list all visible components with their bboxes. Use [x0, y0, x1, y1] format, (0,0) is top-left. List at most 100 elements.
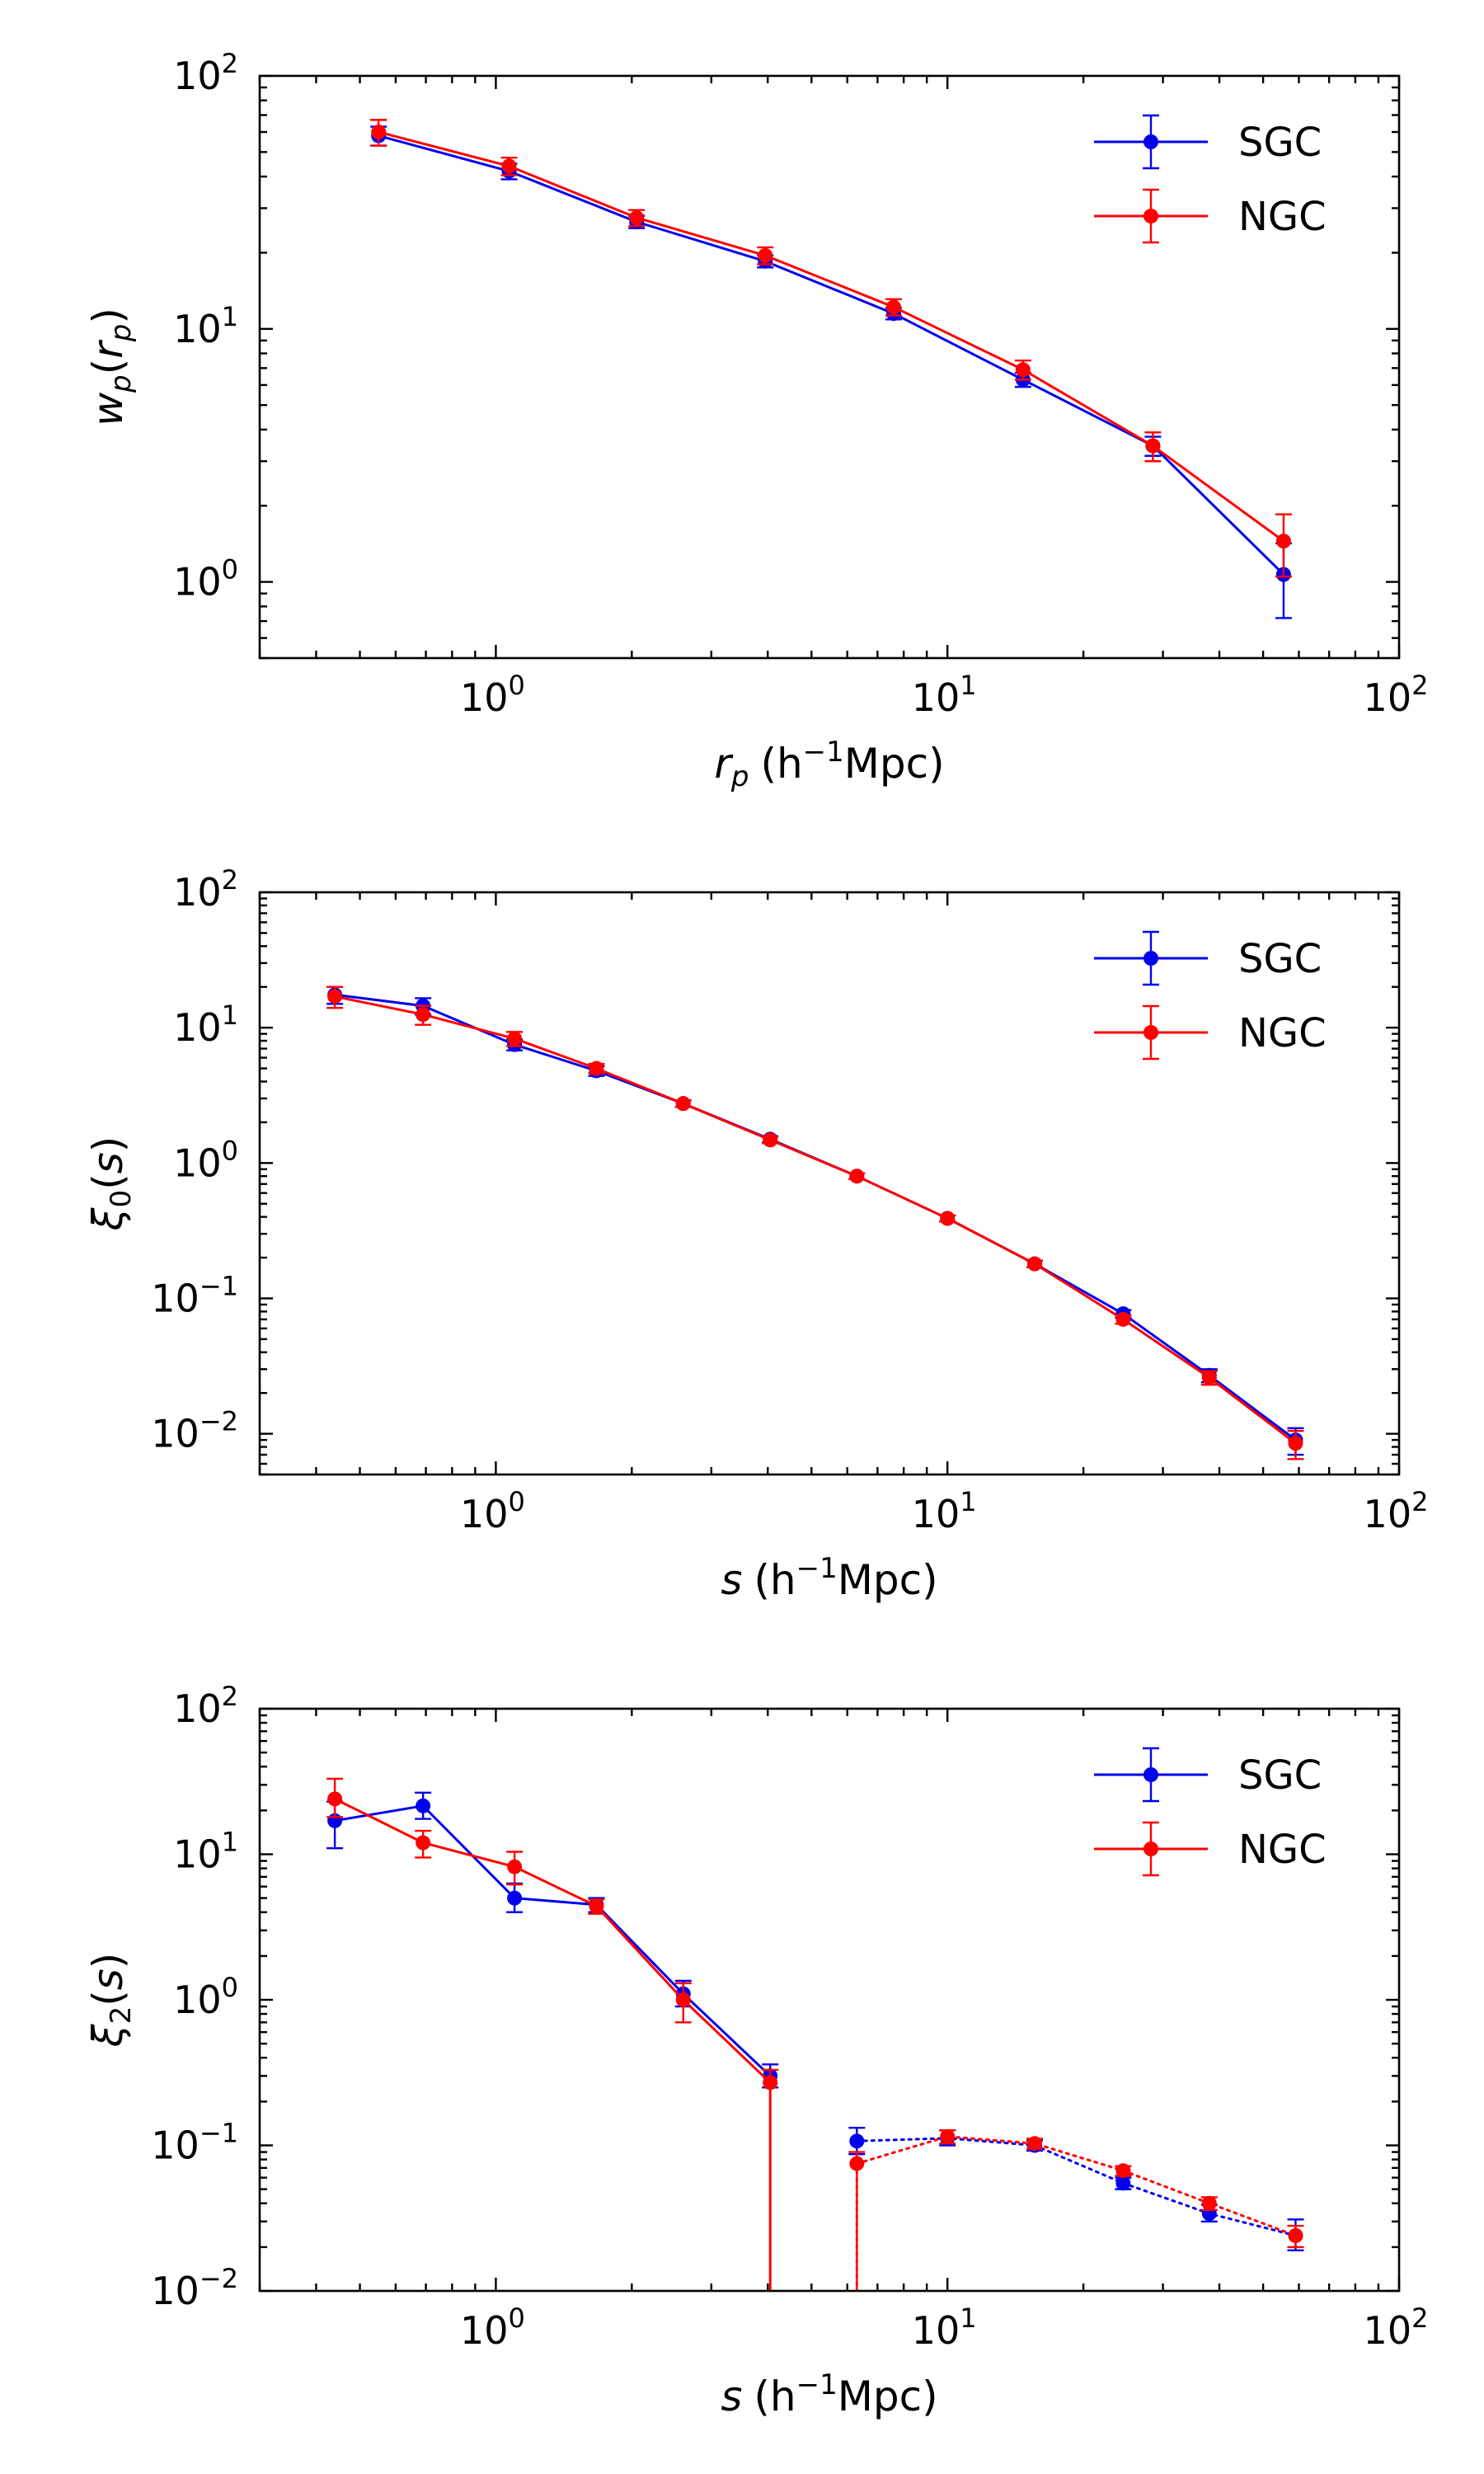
- legend-sgc-label: SGC: [1238, 1752, 1322, 1799]
- wp-x-tick-label: 100: [460, 670, 525, 720]
- xi2-sgc-point: [416, 1798, 431, 1813]
- wp-ngc-point: [885, 299, 901, 315]
- xi2-sgc-line: [334, 1804, 772, 2077]
- xi2-ngc-point: [416, 1835, 431, 1851]
- wp-ticks: [258, 74, 1401, 660]
- xi0-ngc-point: [416, 1007, 431, 1023]
- xi2-sgc-point: [1115, 2175, 1131, 2191]
- wp-y-tick-label: 101: [173, 301, 238, 351]
- xi2-y-tick-label: 10−2: [151, 2263, 238, 2313]
- xi0-y-tick-label: 10−2: [151, 1406, 238, 1456]
- xi0-ngc-point: [940, 1211, 956, 1226]
- xi2-axes-frame: [258, 1707, 1401, 2293]
- xi0-ngc-point: [589, 1061, 604, 1076]
- xi2-tick-labels: 100 101 102 10−2 10−1 100 101 102: [151, 1681, 1428, 2353]
- legend-ngc-marker: [1144, 1025, 1158, 1040]
- legend-sgc-marker: [1144, 1767, 1158, 1782]
- xi2-sgc-point: [849, 2133, 865, 2149]
- wp-legend: SGC NGC: [1094, 114, 1327, 244]
- xi2-x-tick-label: 102: [1364, 2302, 1429, 2353]
- xi0-y-tick-label: 101: [173, 999, 238, 1050]
- legend-sgc-label: SGC: [1238, 936, 1322, 982]
- wp-y-axis-label: wp(rp): [84, 308, 138, 426]
- xi2-y-tick-label: 102: [173, 1681, 238, 1731]
- xi2-plot-area: [326, 1777, 1304, 2291]
- xi0-ngc-point: [507, 1031, 523, 1047]
- xi0-ngc-point: [1027, 1256, 1043, 1272]
- wp-ngc-point: [758, 247, 773, 263]
- wp-y-tick-label: 102: [173, 48, 238, 98]
- xi2-ngc-point: [589, 1898, 604, 1914]
- xi2-ngc-point: [507, 1859, 523, 1874]
- wp-ngc-point: [1145, 438, 1161, 454]
- xi0-y-axis-label: ξ0(s): [84, 1136, 138, 1232]
- panel-wp: 100 101 102 100 101 102 SGC NGC wp(rp) rp (h−1M…: [84, 48, 1428, 793]
- xi0-ngc-point: [763, 1132, 778, 1148]
- wp-plot-area: [370, 119, 1292, 619]
- legend-ngc-marker: [1144, 1841, 1158, 1856]
- xi2-y-axis-label: ξ2(s): [84, 1953, 138, 2048]
- xi2-y-tick-label: 10−1: [151, 2118, 238, 2168]
- xi0-x-tick-label: 100: [460, 1486, 525, 1536]
- legend-ngc-label: NGC: [1238, 1010, 1327, 1056]
- xi0-ngc-point: [675, 1096, 691, 1112]
- wp-ngc-point: [1015, 362, 1031, 378]
- wp-ngc-point: [629, 210, 645, 226]
- xi0-x-tick-label: 102: [1364, 1486, 1429, 1536]
- xi0-y-tick-label: 100: [173, 1135, 238, 1185]
- xi2-y-tick-label: 101: [173, 1827, 238, 1877]
- xi0-ngc-point: [1288, 1436, 1303, 1451]
- xi0-axes-frame: [258, 891, 1401, 1476]
- xi0-tick-labels: 100 101 102 10−2 10−1 100 101 102: [151, 864, 1428, 1536]
- xi2-ngc-point: [1115, 2163, 1131, 2179]
- legend-sgc-label: SGC: [1238, 120, 1322, 166]
- xi0-ngc-point: [1115, 1311, 1131, 1327]
- xi0-plot-area: [326, 985, 1304, 1460]
- xi2-sgc-point: [507, 1890, 523, 1906]
- xi0-x-axis-label: s (h−1Mpc): [721, 1552, 937, 1604]
- xi0-ngc-point: [1201, 1370, 1217, 1385]
- xi0-ticks: [258, 891, 1401, 1476]
- xi2-x-tick-label: 101: [912, 2302, 977, 2353]
- legend-ngc-marker: [1144, 209, 1158, 223]
- xi2-ngc-point: [763, 2075, 778, 2091]
- xi2-x-axis-label: s (h−1Mpc): [721, 2368, 937, 2420]
- xi2-ngc-point: [1027, 2136, 1043, 2152]
- legend-sgc-marker: [1144, 951, 1158, 966]
- xi2-legend: SGC NGC: [1094, 1747, 1327, 1877]
- xi2-x-tick-label: 100: [460, 2302, 525, 2353]
- xi0-x-tick-label: 101: [912, 1486, 977, 1536]
- xi2-ngc-line: [334, 1798, 772, 2084]
- xi0-ngc-point: [849, 1169, 865, 1184]
- wp-ngc-line: [378, 130, 1284, 543]
- wp-x-tick-label: 101: [912, 670, 977, 720]
- wp-ngc-point: [371, 125, 387, 140]
- xi0-legend: SGC NGC: [1094, 930, 1327, 1061]
- xi2-ngc-point: [1288, 2227, 1303, 2243]
- xi2-ngc-line: [855, 2135, 1297, 2237]
- xi2-y-tick-label: 100: [173, 1972, 238, 2022]
- wp-ngc-point: [1275, 534, 1291, 549]
- xi2-ngc-point: [1201, 2195, 1217, 2211]
- xi0-sgc-line: [334, 993, 1297, 1442]
- xi2-ngc-point: [675, 1992, 691, 2007]
- wp-sgc-line: [378, 134, 1284, 576]
- wp-x-tick-label: 102: [1364, 670, 1429, 720]
- xi2-ngc-point: [940, 2128, 956, 2144]
- wp-ngc-point: [501, 158, 517, 174]
- wp-tick-labels: 100 101 102 100 101 102: [173, 48, 1428, 720]
- xi0-ngc-line: [334, 995, 1297, 1445]
- wp-x-axis-label: rp (h−1Mpc): [714, 736, 944, 793]
- legend-sgc-marker: [1144, 134, 1158, 149]
- xi2-ngc-point: [327, 1791, 343, 1807]
- xi2-ticks: [258, 1707, 1401, 2293]
- wp-axes-frame: [258, 74, 1401, 660]
- legend-ngc-label: NGC: [1238, 1827, 1327, 1873]
- xi0-y-tick-label: 10−1: [151, 1270, 238, 1320]
- xi0-y-tick-label: 102: [173, 864, 238, 915]
- xi0-ngc-point: [327, 989, 343, 1004]
- legend-ngc-label: NGC: [1238, 194, 1327, 240]
